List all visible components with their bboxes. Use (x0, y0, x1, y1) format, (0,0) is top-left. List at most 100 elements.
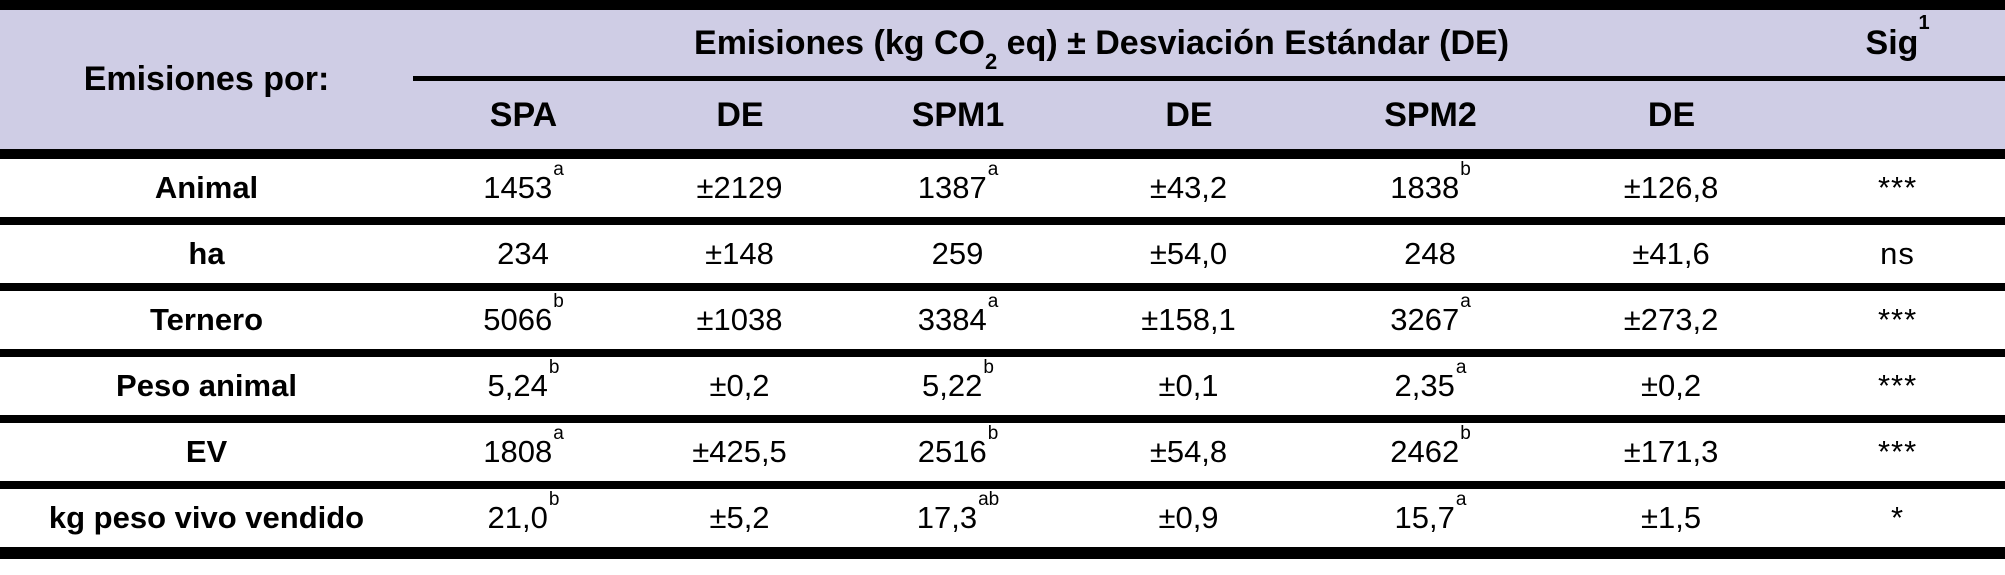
cell-superscript: b (983, 356, 994, 378)
value-cell: ±126,8 (1553, 154, 1791, 225)
value-cell: 234 (413, 221, 634, 291)
cell-value: ±43,2 (1149, 170, 1228, 205)
column-header-spm2: SPM2 (1308, 78, 1553, 159)
value-cell: 1453a (413, 154, 634, 225)
cell-value: ±5,2 (709, 500, 770, 535)
value-cell: 1808a (413, 419, 634, 489)
sig-cell: *** (1790, 419, 2005, 489)
column-header-de3: DE (1553, 78, 1791, 159)
cell-superscript: a (987, 290, 999, 312)
cell-value: 3267 (1390, 302, 1460, 337)
cell-superscript: b (553, 290, 564, 312)
cell-superscript: b (987, 422, 999, 444)
stub-header: Emisiones por: (0, 5, 413, 159)
table-row-animal: Animal 1453a ±2129 1387a ±43,2 1838b ±12… (0, 154, 2005, 225)
value-cell: ±425,5 (634, 419, 846, 489)
row-label: Animal (0, 154, 413, 225)
cell-value: 5,22 (922, 368, 983, 403)
table-body: Animal 1453a ±2129 1387a ±43,2 1838b ±12… (0, 154, 2005, 559)
cell-value: ±1,5 (1640, 500, 1702, 535)
sig-cell: *** (1790, 287, 2005, 357)
value-cell: 1838b (1308, 154, 1553, 225)
value-cell: 21,0b (413, 485, 634, 559)
value-cell: ±54,0 (1070, 221, 1308, 291)
cell-value: ±126,8 (1623, 170, 1719, 205)
sig-cell: *** (1790, 154, 2005, 225)
cell-value: ±425,5 (692, 434, 787, 469)
cell-value: 5,24 (487, 368, 548, 403)
sig-cell: * (1790, 485, 2005, 559)
cell-superscript: b (1460, 422, 1471, 444)
value-cell: ±148 (634, 221, 846, 291)
cell-value: 15,7 (1394, 500, 1455, 535)
value-cell: 2516b (846, 419, 1070, 489)
cell-value: ±171,3 (1623, 434, 1719, 469)
value-cell: 1387a (846, 154, 1070, 225)
cell-superscript: a (1455, 356, 1467, 378)
cell-value: 1453 (483, 170, 553, 205)
value-cell: ±0,1 (1070, 353, 1308, 423)
cell-value: ±54,0 (1149, 236, 1228, 271)
header-subrow: SPA DE SPM1 DE SPM2 DE (0, 78, 2005, 159)
sig-column-header: Sig1 (1790, 5, 2005, 81)
cell-superscript: b (548, 488, 560, 510)
value-cell: 3267a (1308, 287, 1553, 357)
sig-subheader-empty (1790, 78, 2005, 159)
cell-value: ±54,8 (1149, 434, 1228, 469)
row-label: ha (0, 221, 413, 291)
sig-cell: ns (1790, 221, 2005, 291)
table-row-kg-peso-vivo-vendido: kg peso vivo vendido 21,0b ±5,2 17,3ab ±… (0, 485, 2005, 559)
value-cell: 15,7a (1308, 485, 1553, 559)
table-row-ternero: Ternero 5066b ±1038 3384a ±158,1 3267a ±… (0, 287, 2005, 357)
value-cell: 2,35a (1308, 353, 1553, 423)
value-cell: ±2129 (634, 154, 846, 225)
cell-superscript: a (1455, 488, 1467, 510)
table-row-peso-animal: Peso animal 5,24b ±0,2 5,22b ±0,1 2,35a … (0, 353, 2005, 423)
cell-value: ±0,2 (709, 368, 770, 403)
value-cell: 248 (1308, 221, 1553, 291)
co2-subscript: 2 (984, 49, 998, 75)
value-cell: 17,3ab (846, 485, 1070, 559)
value-cell: ±0,2 (1553, 353, 1791, 423)
value-cell: ±171,3 (1553, 419, 1791, 489)
value-cell: ±273,2 (1553, 287, 1791, 357)
cell-value: 17,3 (916, 500, 978, 535)
cell-value: 2,35 (1394, 368, 1455, 403)
cell-value: ±148 (705, 236, 774, 271)
cell-value: ±273,2 (1623, 302, 1719, 337)
cell-value: ±0,1 (1158, 368, 1219, 403)
cell-superscript: b (548, 356, 560, 378)
cell-value: 1808 (483, 434, 553, 469)
value-cell: ±158,1 (1070, 287, 1308, 357)
cell-superscript: a (987, 158, 999, 180)
value-cell: ±41,6 (1553, 221, 1791, 291)
value-cell: ±43,2 (1070, 154, 1308, 225)
cell-value: 21,0 (487, 500, 548, 535)
cell-value: 259 (931, 236, 984, 271)
value-cell: ±1,5 (1553, 485, 1791, 559)
cell-value: ±0,9 (1158, 500, 1219, 535)
cell-value: ±2129 (696, 170, 783, 205)
row-label: Ternero (0, 287, 413, 357)
value-cell: ±5,2 (634, 485, 846, 559)
cell-superscript: b (1460, 158, 1471, 180)
cell-value: 2462 (1390, 434, 1460, 469)
cell-superscript: a (553, 422, 564, 444)
cell-value: 3384 (917, 302, 987, 337)
emissions-table: Emisiones por: Emisiones (kg CO2 eq) ± D… (0, 0, 2005, 559)
value-cell: 5,22b (846, 353, 1070, 423)
value-cell: 259 (846, 221, 1070, 291)
value-cell: 2462b (1308, 419, 1553, 489)
cell-value: ±1038 (696, 302, 783, 337)
sig-label: Sig (1865, 23, 1919, 62)
cell-superscript: a (1460, 290, 1471, 312)
cell-value: ±0,2 (1640, 368, 1702, 403)
value-cell: ±0,9 (1070, 485, 1308, 559)
column-header-spa: SPA (413, 78, 634, 159)
cell-superscript: ab (978, 488, 1000, 510)
column-header-de1: DE (634, 78, 846, 159)
value-cell: ±0,2 (634, 353, 846, 423)
cell-value: 1387 (917, 170, 987, 205)
value-cell: 3384a (846, 287, 1070, 357)
